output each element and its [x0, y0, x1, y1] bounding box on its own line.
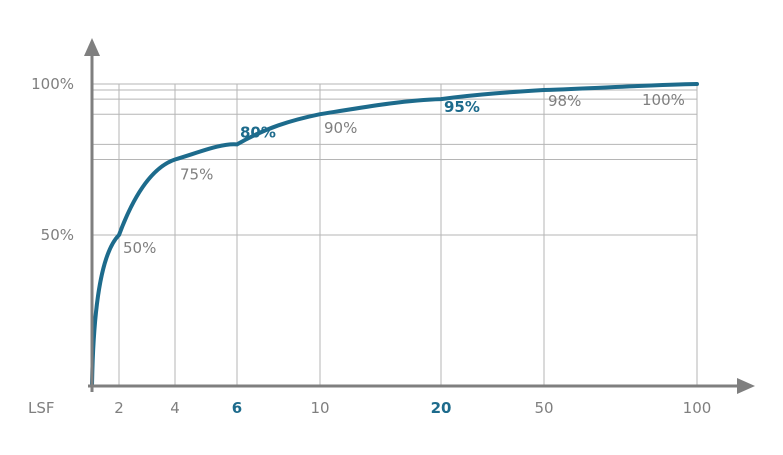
data-label-4: 75% [180, 166, 213, 184]
y-tick-label-50pct: 50% [41, 226, 74, 244]
data-label-2: 50% [123, 239, 156, 257]
y-axis-arrow-icon [84, 38, 100, 56]
x-tick-label-20: 20 [431, 399, 452, 417]
x-axis-arrow-icon [737, 378, 755, 394]
data-label-6: 80% [240, 123, 276, 141]
data-label-10: 90% [324, 119, 357, 137]
labels: LSF 50% 100% 2 4 6 10 20 50 100 50% 75% 80% 90% 95% 98… [28, 75, 711, 417]
coverage-curve [90, 82, 699, 388]
data-label-20: 95% [444, 98, 480, 116]
curve-layer [90, 82, 699, 388]
grid-lines [92, 83, 698, 386]
axes [84, 38, 755, 394]
x-tick-label-6: 6 [232, 399, 242, 417]
x-tick-label-50: 50 [534, 399, 553, 417]
y-tick-label-100pct: 100% [31, 75, 74, 93]
data-label-50: 98% [548, 92, 581, 110]
x-tick-label-4: 4 [170, 399, 180, 417]
x-tick-label-2: 2 [114, 399, 124, 417]
x-tick-label-10: 10 [310, 399, 329, 417]
x-axis-label: LSF [28, 399, 55, 417]
x-tick-label-100: 100 [683, 399, 712, 417]
data-label-100: 100% [642, 91, 685, 109]
